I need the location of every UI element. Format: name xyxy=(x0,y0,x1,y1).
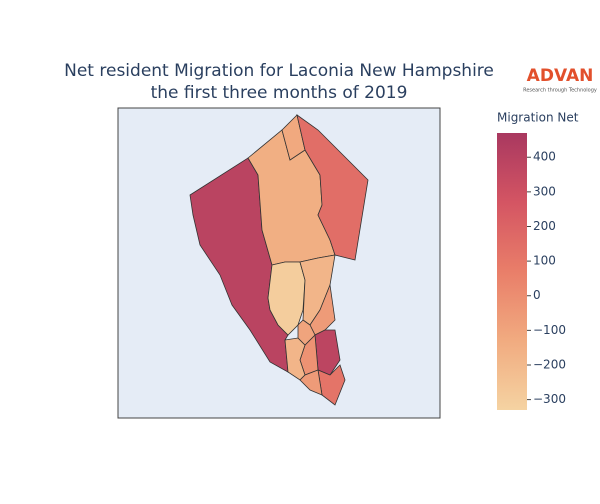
colorbar-tick-label: 0 xyxy=(533,288,541,302)
colorbar-tick-label: −300 xyxy=(533,392,566,406)
colorbar-tick-label: −200 xyxy=(533,357,566,371)
colorbar xyxy=(497,133,527,410)
region xyxy=(299,369,323,396)
logo-tagline: Research through Technology xyxy=(523,88,597,94)
region xyxy=(296,114,369,261)
chart-title: Net resident Migration for Laconia New H… xyxy=(64,61,494,81)
region xyxy=(297,319,316,346)
colorbar-tick-label: 300 xyxy=(533,184,556,198)
colorbar-title: Migration Net xyxy=(497,111,579,125)
colorbar-tick-label: 400 xyxy=(533,150,556,164)
colorbar-tick-label: 100 xyxy=(533,254,556,268)
colorbar-tick-label: −100 xyxy=(533,323,566,337)
colorbar-tick-label: 200 xyxy=(533,219,556,233)
logo-name: ADVAN xyxy=(527,66,594,86)
chart-subtitle: the first three months of 2019 xyxy=(151,83,408,103)
